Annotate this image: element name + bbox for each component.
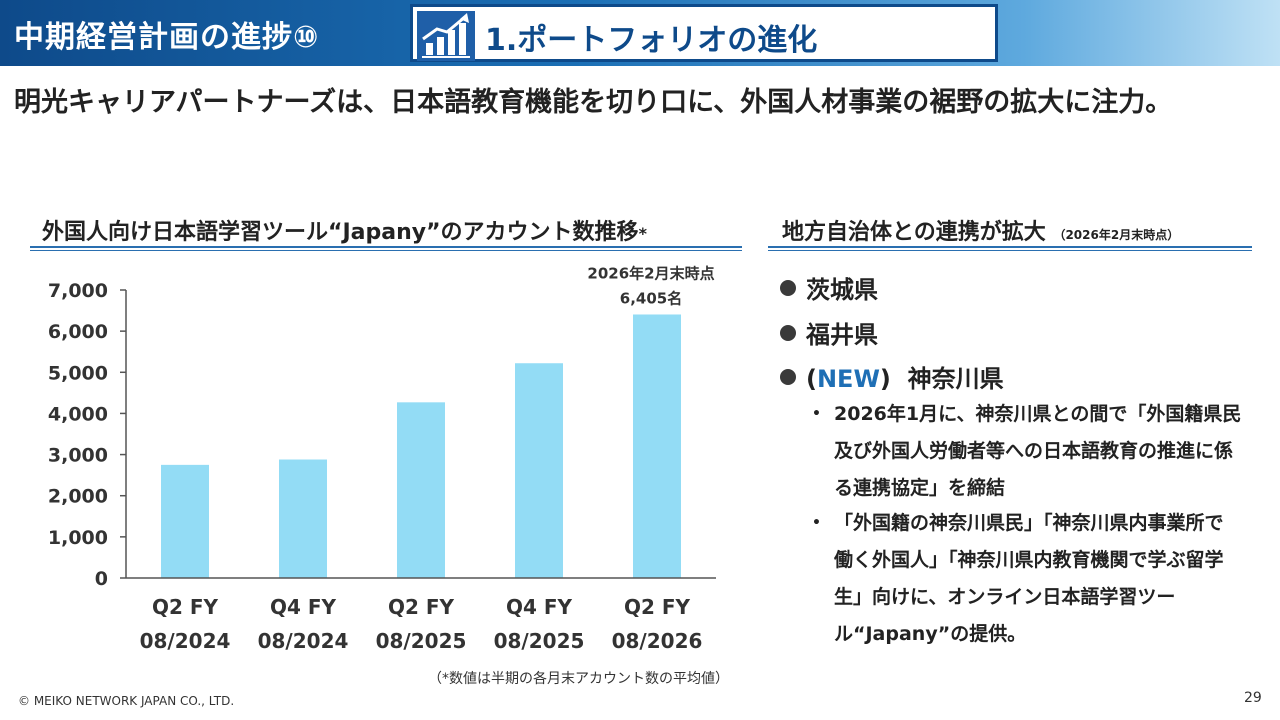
detail-bullet-text: 2026年1月に、神奈川県との間で「外国籍県民及び外国人労働者等への日本語教育の…	[834, 403, 1242, 499]
bullet-dot-icon	[780, 280, 796, 296]
x-tick-label: 08/2025	[494, 629, 585, 653]
x-tick-label: Q4 FY	[506, 595, 573, 619]
y-tick-label: 2,000	[48, 486, 108, 508]
prefecture-name: 神奈川県	[907, 365, 1004, 393]
bar	[279, 459, 327, 578]
bullet-mark: •	[812, 406, 821, 422]
y-tick-label: 7,000	[48, 280, 108, 302]
header-band: 中期経営計画の進捗⑩ 1.ポートフォリオの進化	[0, 0, 1280, 66]
chart-heading-divider	[30, 246, 742, 251]
prefecture-name: 福井県	[806, 321, 878, 349]
prefecture-tag-open: (	[806, 365, 817, 393]
x-tick-label: 08/2024	[140, 629, 231, 653]
prefecture-item: (NEW) 神奈川県	[780, 359, 1004, 394]
bar	[161, 464, 209, 578]
x-tick-label: Q2 FY	[624, 595, 691, 619]
y-tick-label: 6,000	[48, 321, 108, 343]
chart-heading-asterisk: *	[638, 224, 647, 243]
y-tick-label: 3,000	[48, 445, 108, 467]
bar	[397, 402, 445, 578]
prefecture-item: 茨城県	[780, 270, 878, 305]
data-label: 6,405名	[620, 289, 682, 307]
lead-text: 明光キャリアパートナーズは、日本語教育機能を切り口に、外国人材事業の裾野の拡大に…	[14, 87, 1173, 118]
y-tick-label: 5,000	[48, 362, 108, 384]
partnership-heading-text: 地方自治体との連携が拡大	[782, 220, 1046, 245]
prefecture-name: 茨城県	[806, 276, 878, 304]
y-tick-label: 1,000	[48, 527, 108, 549]
x-tick-label: 08/2024	[258, 629, 349, 653]
prefecture-tag-close: )	[879, 365, 891, 393]
data-label: 2026年2月末時点	[587, 264, 714, 282]
chart-heading: 外国人向け日本語学習ツール“Japany”のアカウント数推移*	[42, 214, 647, 246]
x-tick-label: Q2 FY	[152, 595, 219, 619]
detail-bullet-text: 「外国籍の神奈川県民」「神奈川県内事業所で働く外国人」「神奈川県内教育機関で学ぶ…	[834, 512, 1224, 645]
partnership-heading-divider	[768, 246, 1252, 251]
account-bar-chart: 0 1,000 2,000 3,000 4,000 5,000 6,000 7,000 Q2 …	[48, 264, 716, 653]
partnership-heading: 地方自治体との連携が拡大 （2026年2月末時点）	[782, 214, 1179, 246]
partnership-heading-note: （2026年2月末時点）	[1053, 228, 1180, 242]
bullet-mark: •	[812, 515, 821, 531]
detail-bullet: • 「外国籍の神奈川県民」「神奈川県内事業所で働く外国人」「神奈川県内教育機関で…	[812, 505, 1242, 653]
copyright: © MEIKO NETWORK JAPAN CO., LTD.	[18, 694, 235, 708]
new-badge: NEW	[816, 365, 880, 393]
y-tick-label: 4,000	[48, 403, 108, 425]
section-title-box: 1.ポートフォリオの進化	[410, 4, 998, 62]
bullet-dot-icon	[780, 325, 796, 341]
bar	[633, 314, 681, 578]
growth-chart-icon	[417, 11, 475, 61]
page-number: 29	[1244, 690, 1262, 706]
bullet-dot-icon	[780, 369, 796, 385]
x-tick-label: 08/2025	[376, 629, 467, 653]
chart-heading-text: 外国人向け日本語学習ツール“Japany”のアカウント数推移	[42, 220, 639, 245]
section-subtitle: 1.ポートフォリオの進化	[485, 23, 818, 58]
y-tick-label: 0	[95, 568, 108, 590]
detail-bullet: • 2026年1月に、神奈川県との間で「外国籍県民及び外国人労働者等への日本語教…	[812, 396, 1242, 507]
page-title: 中期経営計画の進捗⑩	[14, 20, 320, 55]
bar	[515, 363, 563, 578]
prefecture-item: 福井県	[780, 315, 878, 350]
x-tick-label: Q2 FY	[388, 595, 455, 619]
x-tick-label: Q4 FY	[270, 595, 337, 619]
x-tick-label: 08/2026	[612, 629, 703, 653]
chart-footnote: （*数値は半期の各月末アカウント数の平均値）	[428, 671, 729, 687]
